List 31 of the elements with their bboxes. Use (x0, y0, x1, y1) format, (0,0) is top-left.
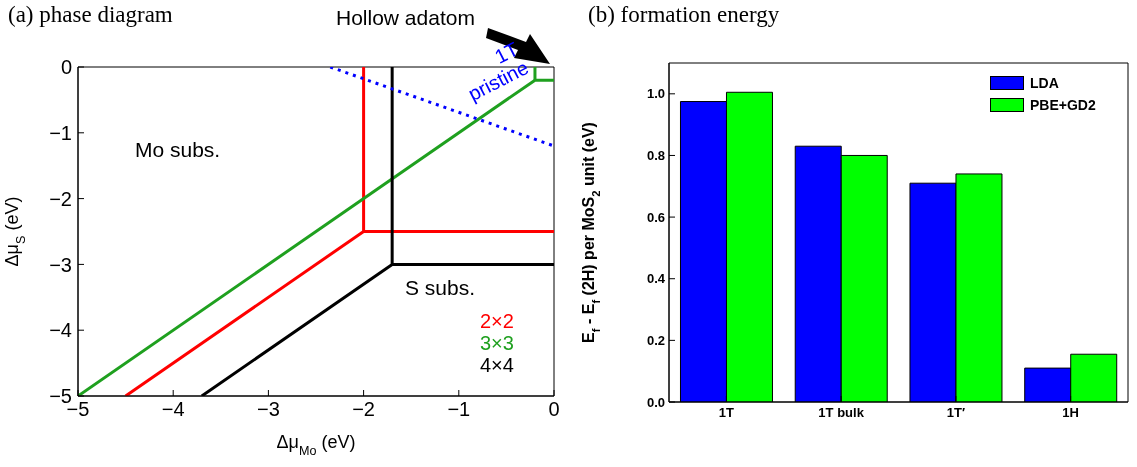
legend-label: LDA (1030, 75, 1059, 91)
x-tick-label: −4 (161, 398, 185, 421)
y-tick-label: 0 (60, 56, 72, 79)
x-tick-label: −1 (447, 398, 471, 421)
chart-title: (a) phase diagram (8, 2, 173, 28)
legend-label: PBE+GD2 (1030, 97, 1096, 113)
x-tick-label: 1T bulk (818, 405, 865, 421)
y-tick-label: 0.0 (646, 394, 665, 410)
x-tick-label: −2 (352, 398, 376, 421)
text: 2×2 (480, 310, 515, 332)
y-tick-label: −2 (49, 187, 72, 210)
x-tick-label: 1T′ (946, 405, 966, 421)
x-tick-label: 1T (718, 405, 735, 421)
y-tick-label: −1 (49, 121, 72, 144)
text: Hollow adatom (336, 6, 475, 30)
x-tick-label: −3 (256, 398, 280, 421)
annotation: S subs. (405, 276, 476, 300)
y-tick-label: 0.8 (646, 148, 665, 164)
x-tick-label: 0 (548, 398, 560, 421)
x-tick-label: 1H (1062, 405, 1079, 421)
text: 3×3 (480, 332, 515, 354)
y-tick-label: 0.6 (646, 209, 665, 225)
x-axis-title: Δμ$_{Mo}$ (eV) (276, 432, 356, 458)
y-tick-label: −4 (49, 319, 72, 342)
text: 4×4 (480, 354, 515, 376)
y-tick-label: 0.4 (646, 271, 666, 287)
y-tick-label: 1.0 (646, 86, 665, 102)
annotation: Mo subs. (135, 138, 221, 162)
y-tick-label: −3 (49, 253, 72, 276)
y-tick-label: 0.2 (646, 332, 665, 348)
chart-title: (b) formation energy (588, 2, 780, 28)
